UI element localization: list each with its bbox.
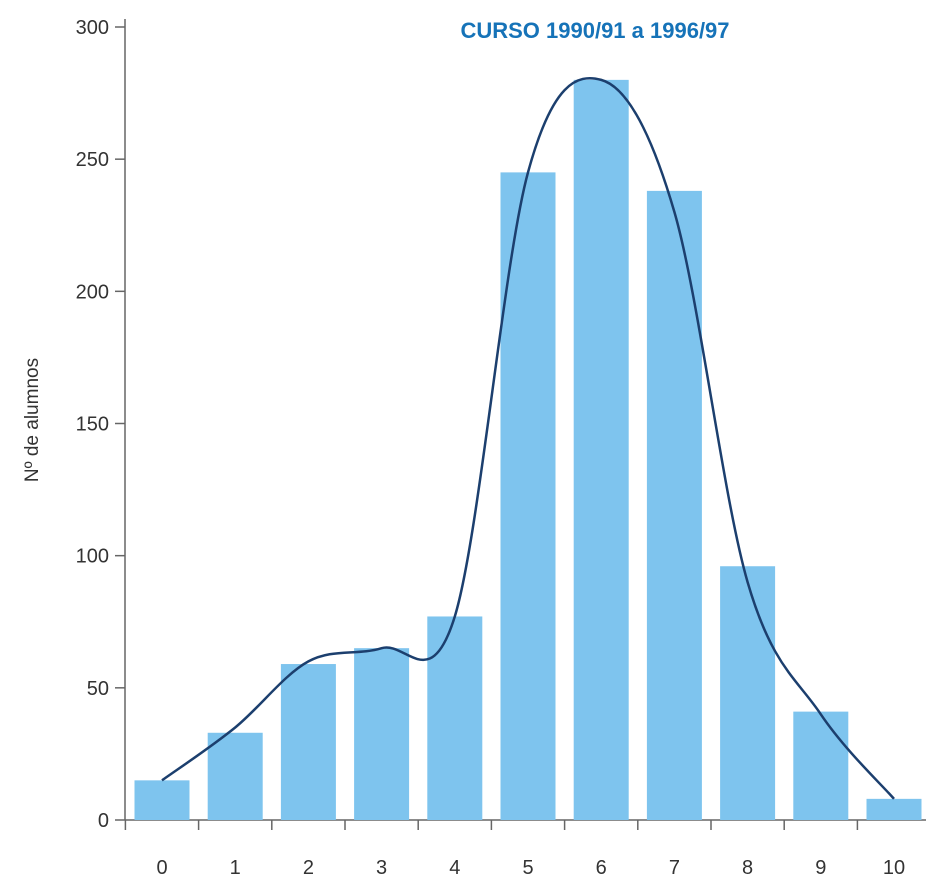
y-axis: 0 50 100 150 200 250 300 [76,17,126,832]
density-curve [161,76,895,800]
y-tick-label: 200 [76,281,109,303]
bar-2 [280,664,336,820]
y-tick-label: 100 [76,546,109,568]
bar-3 [354,648,410,820]
y-axis-label: Nº de alumnos [22,358,43,482]
bar-5 [500,172,556,821]
x-tick-label: 0 [156,857,167,879]
x-tick-label: 5 [522,857,533,879]
x-tick-label: 4 [449,857,460,879]
x-tick-label: 3 [376,857,387,879]
y-tick-label: 0 [98,810,109,832]
y-tick-label: 250 [76,149,109,171]
chart-title: CURSO 1990/91 a 1996/97 [460,18,729,43]
x-tick-label: 9 [815,857,826,879]
bar-8 [720,566,776,820]
x-tick-label: 10 [883,857,905,879]
bar-9 [793,711,849,820]
x-tick-label: 1 [230,857,241,879]
x-tick-label: 6 [596,857,607,879]
x-tick-label: 8 [742,857,753,879]
y-tick-label: 50 [87,678,109,700]
y-tick-label: 150 [76,414,109,436]
bar-1 [207,732,263,820]
bar-0 [134,780,190,820]
bar-4 [427,616,483,820]
x-tick-label: 2 [303,857,314,879]
y-tick-label: 300 [76,17,109,39]
x-axis: 0 1 2 3 4 5 6 7 8 9 10 [124,819,926,879]
density-curve-group [161,76,895,800]
bar-7 [646,190,702,821]
bars-group [134,79,922,821]
bar-10 [866,798,922,820]
x-tick-label: 7 [669,857,680,879]
bar-6 [573,79,629,820]
